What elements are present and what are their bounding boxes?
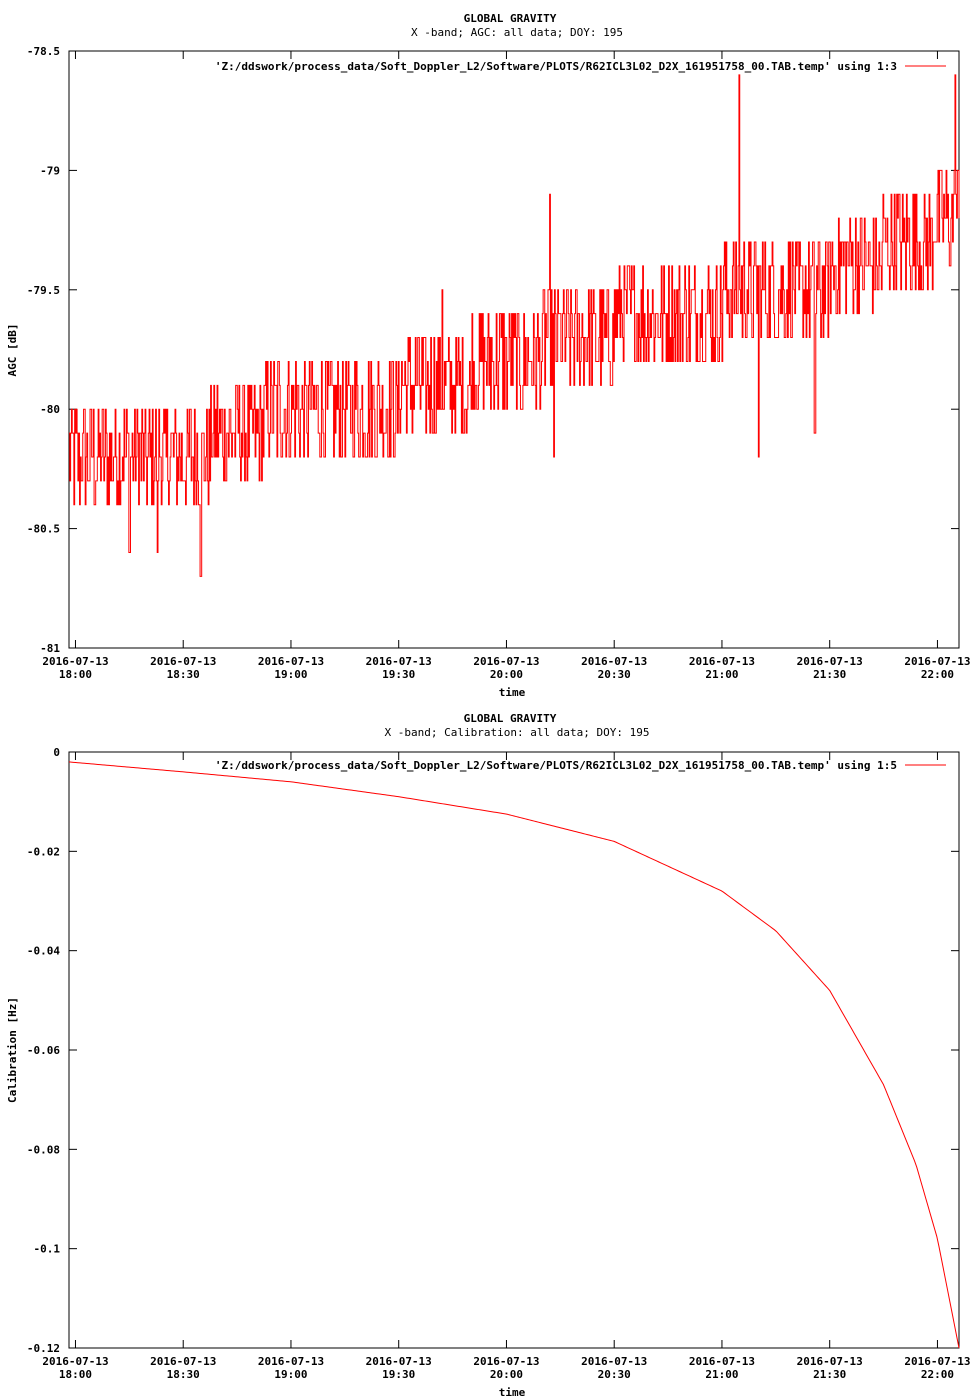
- calibration-x-axis-label: time: [499, 1386, 526, 1399]
- agc-x-tick-label-time: 18:00: [59, 668, 92, 681]
- calibration-x-tick-label-date: 2016-07-13: [42, 1355, 108, 1368]
- calibration-x-tick-label-date: 2016-07-13: [904, 1355, 970, 1368]
- calibration-x-tick-label-date: 2016-07-13: [689, 1355, 755, 1368]
- calibration-legend-label: 'Z:/ddswork/process_data/Soft_Doppler_L2…: [215, 759, 897, 772]
- agc-x-tick-label-time: 20:00: [490, 668, 523, 681]
- calibration-y-tick-label: -0.12: [27, 1342, 60, 1355]
- agc-y-tick-label: -79.5: [27, 284, 60, 297]
- calibration-x-tick-label-time: 18:00: [59, 1368, 92, 1381]
- calibration-x-tick-label-time: 21:00: [705, 1368, 738, 1381]
- agc-x-tick-label-time: 20:30: [598, 668, 631, 681]
- calibration-y-ticks: -0.12 -0.1 -0.08 -0.06 -0.04 -0.02 0: [27, 746, 959, 1355]
- calibration-y-tick-label: -0.06: [27, 1044, 60, 1057]
- agc-legend-label: 'Z:/ddswork/process_data/Soft_Doppler_L2…: [215, 60, 897, 73]
- agc-x-tick-label-date: 2016-07-13: [473, 655, 539, 668]
- calibration-x-tick-label-date: 2016-07-13: [473, 1355, 539, 1368]
- calibration-x-tick-label-time: 20:00: [490, 1368, 523, 1381]
- calibration-x-tick-label-date: 2016-07-13: [581, 1355, 647, 1368]
- agc-x-tick-label-date: 2016-07-13: [258, 655, 324, 668]
- calibration-x-tick-label-time: 21:30: [813, 1368, 846, 1381]
- agc-x-tick-label-date: 2016-07-13: [150, 655, 216, 668]
- agc-plot-frame: [68, 50, 960, 649]
- agc-x-tick-label-time: 19:30: [382, 668, 415, 681]
- calibration-x-tick-label-date: 2016-07-13: [150, 1355, 216, 1368]
- agc-x-ticks: 2016-07-1318:002016-07-1318:302016-07-13…: [42, 51, 971, 681]
- calibration-x-tick-label-date: 2016-07-13: [366, 1355, 432, 1368]
- calibration-y-tick-label: -0.04: [27, 945, 60, 958]
- calibration-chart-title: GLOBAL GRAVITY: [464, 712, 557, 725]
- calibration-x-ticks: 2016-07-1318:002016-07-1318:302016-07-13…: [42, 752, 971, 1381]
- agc-x-tick-label-date: 2016-07-13: [366, 655, 432, 668]
- calibration-y-tick-label: -0.1: [34, 1243, 61, 1256]
- agc-x-tick-label-date: 2016-07-13: [689, 655, 755, 668]
- agc-x-tick-label-date: 2016-07-13: [42, 655, 108, 668]
- calibration-x-tick-label-date: 2016-07-13: [258, 1355, 324, 1368]
- calibration-x-tick-label-time: 20:30: [598, 1368, 631, 1381]
- agc-y-tick-label: -81: [40, 642, 60, 655]
- agc-x-tick-label-time: 21:00: [705, 668, 738, 681]
- calibration-x-tick-label-time: 19:30: [382, 1368, 415, 1381]
- agc-x-tick-label-time: 21:30: [813, 668, 846, 681]
- calibration-plot-frame: [68, 751, 960, 1349]
- agc-x-axis-label: time: [499, 686, 526, 699]
- agc-x-tick-label-date: 2016-07-13: [904, 655, 970, 668]
- agc-legend: 'Z:/ddswork/process_data/Soft_Doppler_L2…: [215, 60, 946, 73]
- agc-x-tick-label-time: 19:00: [274, 668, 307, 681]
- calibration-y-tick-label: -0.02: [27, 845, 60, 858]
- agc-series-line: [69, 74, 960, 577]
- calibration-chart: GLOBAL GRAVITY X -band; Calibration: all…: [6, 712, 971, 1399]
- agc-x-tick-label-date: 2016-07-13: [581, 655, 647, 668]
- calibration-x-tick-label-time: 19:00: [274, 1368, 307, 1381]
- calibration-x-tick-label-time: 22:00: [921, 1368, 954, 1381]
- calibration-y-tick-label: 0: [53, 746, 60, 759]
- agc-y-axis-label: AGC [dB]: [6, 324, 19, 377]
- agc-y-tick-label: -80.5: [27, 523, 60, 536]
- calibration-legend: 'Z:/ddswork/process_data/Soft_Doppler_L2…: [215, 759, 946, 772]
- agc-chart-subtitle: X -band; AGC: all data; DOY: 195: [411, 26, 623, 39]
- calibration-series-line: [68, 761, 960, 1349]
- agc-y-tick-label: -78.5: [27, 45, 60, 58]
- agc-chart: GLOBAL GRAVITY X -band; AGC: all data; D…: [6, 12, 971, 699]
- calibration-chart-subtitle: X -band; Calibration: all data; DOY: 195: [385, 726, 650, 739]
- calibration-x-tick-label-date: 2016-07-13: [797, 1355, 863, 1368]
- agc-y-tick-label: -80: [40, 403, 60, 416]
- agc-x-tick-label-time: 22:00: [921, 668, 954, 681]
- agc-y-ticks: -81 -80.5 -80 -79.5 -79 -78.5: [27, 45, 959, 655]
- calibration-x-tick-label-time: 18:30: [167, 1368, 200, 1381]
- calibration-y-tick-label: -0.08: [27, 1143, 60, 1156]
- agc-x-tick-label-date: 2016-07-13: [797, 655, 863, 668]
- calibration-y-axis-label: Calibration [Hz]: [6, 997, 19, 1103]
- agc-x-tick-label-time: 18:30: [167, 668, 200, 681]
- agc-y-tick-label: -79: [40, 164, 60, 177]
- agc-chart-title: GLOBAL GRAVITY: [464, 12, 557, 25]
